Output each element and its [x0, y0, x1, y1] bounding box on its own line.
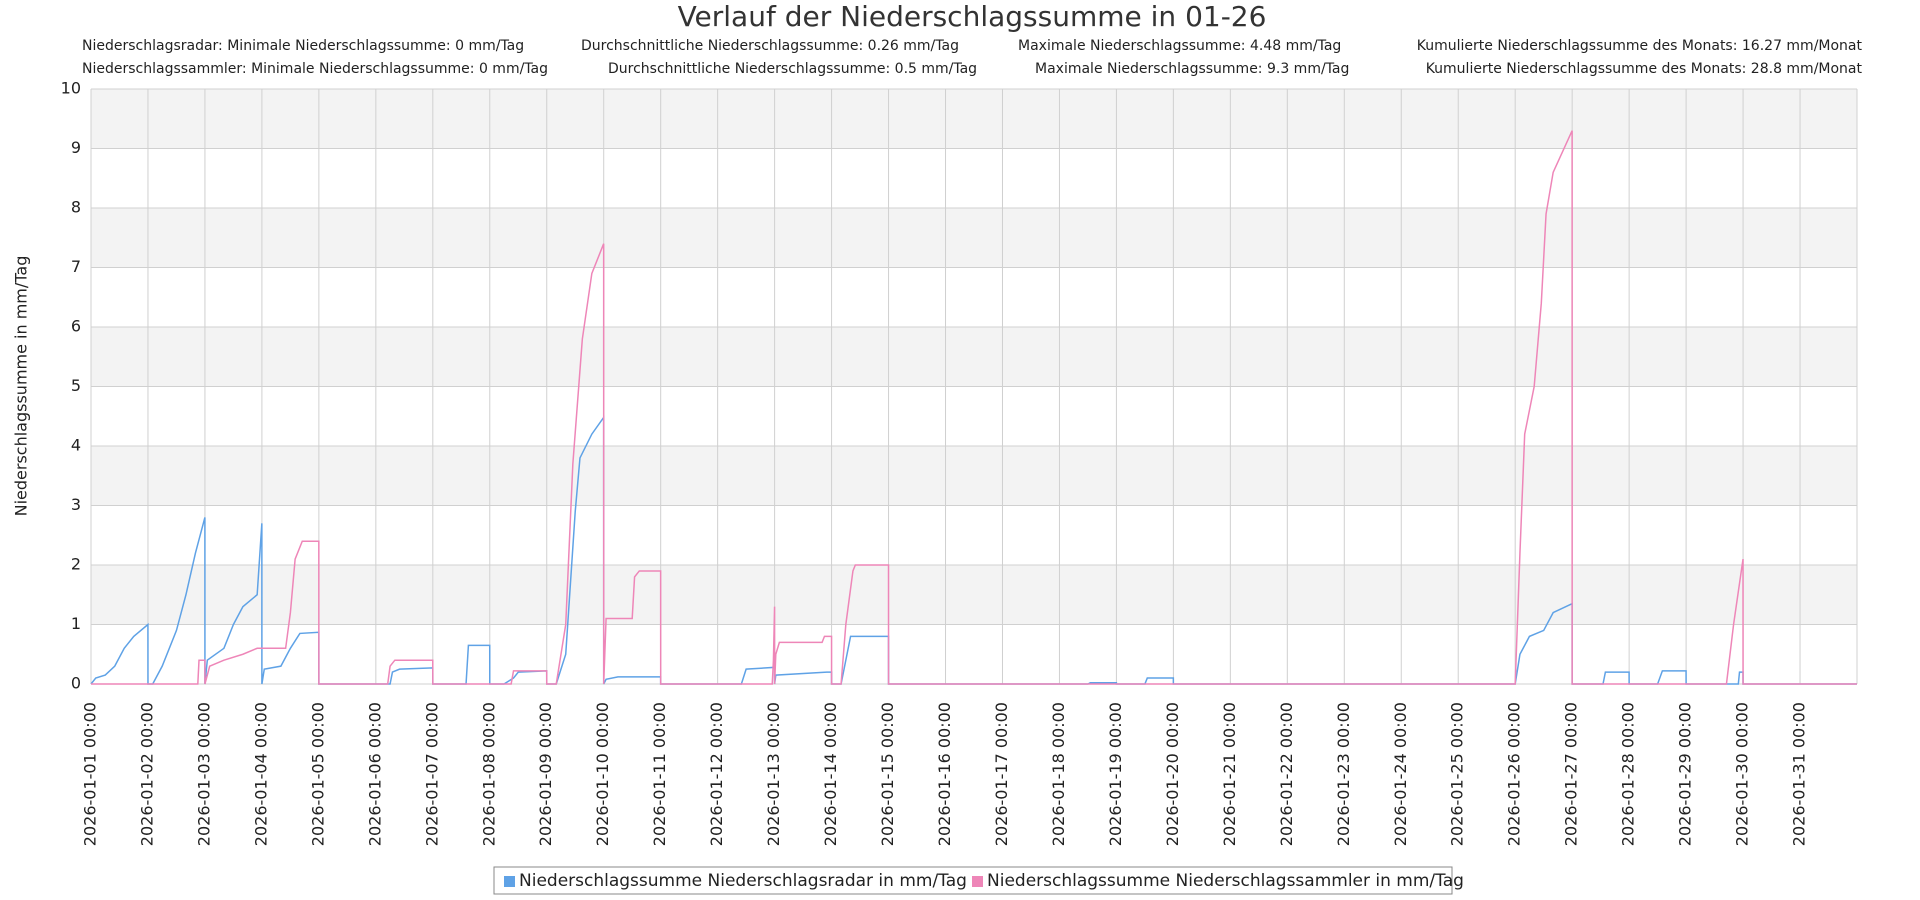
grid-band [91, 208, 1857, 268]
x-tick-label: 2026-01-05 00:00 [308, 702, 327, 846]
y-tick-label: 0 [71, 674, 81, 693]
x-tick-label: 2026-01-06 00:00 [365, 702, 384, 846]
x-tick-label: 2026-01-22 00:00 [1277, 702, 1296, 846]
x-tick-label: 2026-01-09 00:00 [536, 702, 555, 846]
y-tick-label: 10 [61, 79, 81, 98]
stat-text: Maximale Niederschlagssumme: 9.3 mm/Tag [1035, 61, 1349, 77]
x-tick-label: 2026-01-11 00:00 [650, 702, 669, 846]
x-tick-label: 2026-01-21 00:00 [1220, 702, 1239, 846]
x-tick-label: 2026-01-01 00:00 [81, 702, 100, 846]
x-tick-label: 2026-01-31 00:00 [1790, 702, 1809, 846]
stat-text: Maximale Niederschlagssumme: 4.48 mm/Tag [1018, 38, 1341, 54]
x-tick-label: 2026-01-15 00:00 [878, 702, 897, 846]
legend-label: Niederschlagssumme Niederschlagsradar in… [519, 871, 967, 891]
grid-band [91, 565, 1857, 625]
x-tick-label: 2026-01-17 00:00 [992, 702, 1011, 846]
chart-title: Verlauf der Niederschlagssumme in 01-26 [678, 0, 1267, 33]
grid-band [91, 89, 1857, 149]
y-tick-label: 1 [71, 614, 81, 633]
y-tick-label: 4 [71, 436, 81, 455]
x-tick-label: 2026-01-13 00:00 [764, 702, 783, 846]
x-tick-label: 2026-01-07 00:00 [422, 702, 441, 846]
y-tick-label: 5 [71, 376, 81, 395]
x-tick-label: 2026-01-23 00:00 [1334, 702, 1353, 846]
x-tick-label: 2026-01-19 00:00 [1106, 702, 1125, 846]
x-tick-label: 2026-01-12 00:00 [707, 702, 726, 846]
y-tick-label: 9 [71, 138, 81, 157]
stat-text: Durchschnittliche Niederschlagssumme: 0.… [608, 61, 977, 77]
x-tick-label: 2026-01-02 00:00 [137, 702, 156, 846]
stat-text: Niederschlagsradar: Minimale Niederschla… [82, 38, 524, 54]
stat-text: Kumulierte Niederschlagssumme des Monats… [1417, 38, 1863, 54]
x-tick-label: 2026-01-24 00:00 [1391, 702, 1410, 846]
stat-text: Kumulierte Niederschlagssumme des Monats… [1426, 61, 1863, 77]
legend-swatch [504, 876, 515, 887]
x-tick-label: 2026-01-29 00:00 [1676, 702, 1695, 846]
x-tick-label: 2026-01-08 00:00 [479, 702, 498, 846]
plot-background [91, 89, 1857, 625]
x-tick-label: 2026-01-30 00:00 [1733, 702, 1752, 846]
y-tick-label: 7 [71, 257, 81, 276]
y-tick-label: 8 [71, 198, 81, 217]
x-tick-label: 2026-01-16 00:00 [935, 702, 954, 846]
x-tick-label: 2026-01-14 00:00 [821, 702, 840, 846]
y-axis-label: Niederschlagssumme in mm/Tag [12, 256, 31, 517]
x-tick-label: 2026-01-26 00:00 [1505, 702, 1524, 846]
legend-swatch [972, 876, 983, 887]
series-line [90, 415, 1857, 685]
legend-label: Niederschlagssumme Niederschlagssammler … [987, 871, 1464, 891]
x-tick-label: 2026-01-20 00:00 [1163, 702, 1182, 846]
x-tick-label: 2026-01-10 00:00 [593, 702, 612, 846]
x-tick-label: 2026-01-28 00:00 [1619, 702, 1638, 846]
y-tick-label: 2 [71, 555, 81, 574]
stat-text: Durchschnittliche Niederschlagssumme: 0.… [581, 38, 959, 54]
stat-text: Niederschlagssammler: Minimale Niedersch… [82, 61, 548, 77]
x-tick-label: 2026-01-25 00:00 [1448, 702, 1467, 846]
y-tick-label: 3 [71, 495, 81, 514]
x-tick-label: 2026-01-27 00:00 [1562, 702, 1581, 846]
x-tick-label: 2026-01-04 00:00 [251, 702, 270, 846]
y-tick-label: 6 [71, 317, 81, 336]
x-tick-label: 2026-01-18 00:00 [1049, 702, 1068, 846]
grid-band [91, 327, 1857, 387]
series-line [91, 130, 1857, 685]
x-tick-label: 2026-01-03 00:00 [194, 702, 213, 846]
grid-band [91, 446, 1857, 506]
